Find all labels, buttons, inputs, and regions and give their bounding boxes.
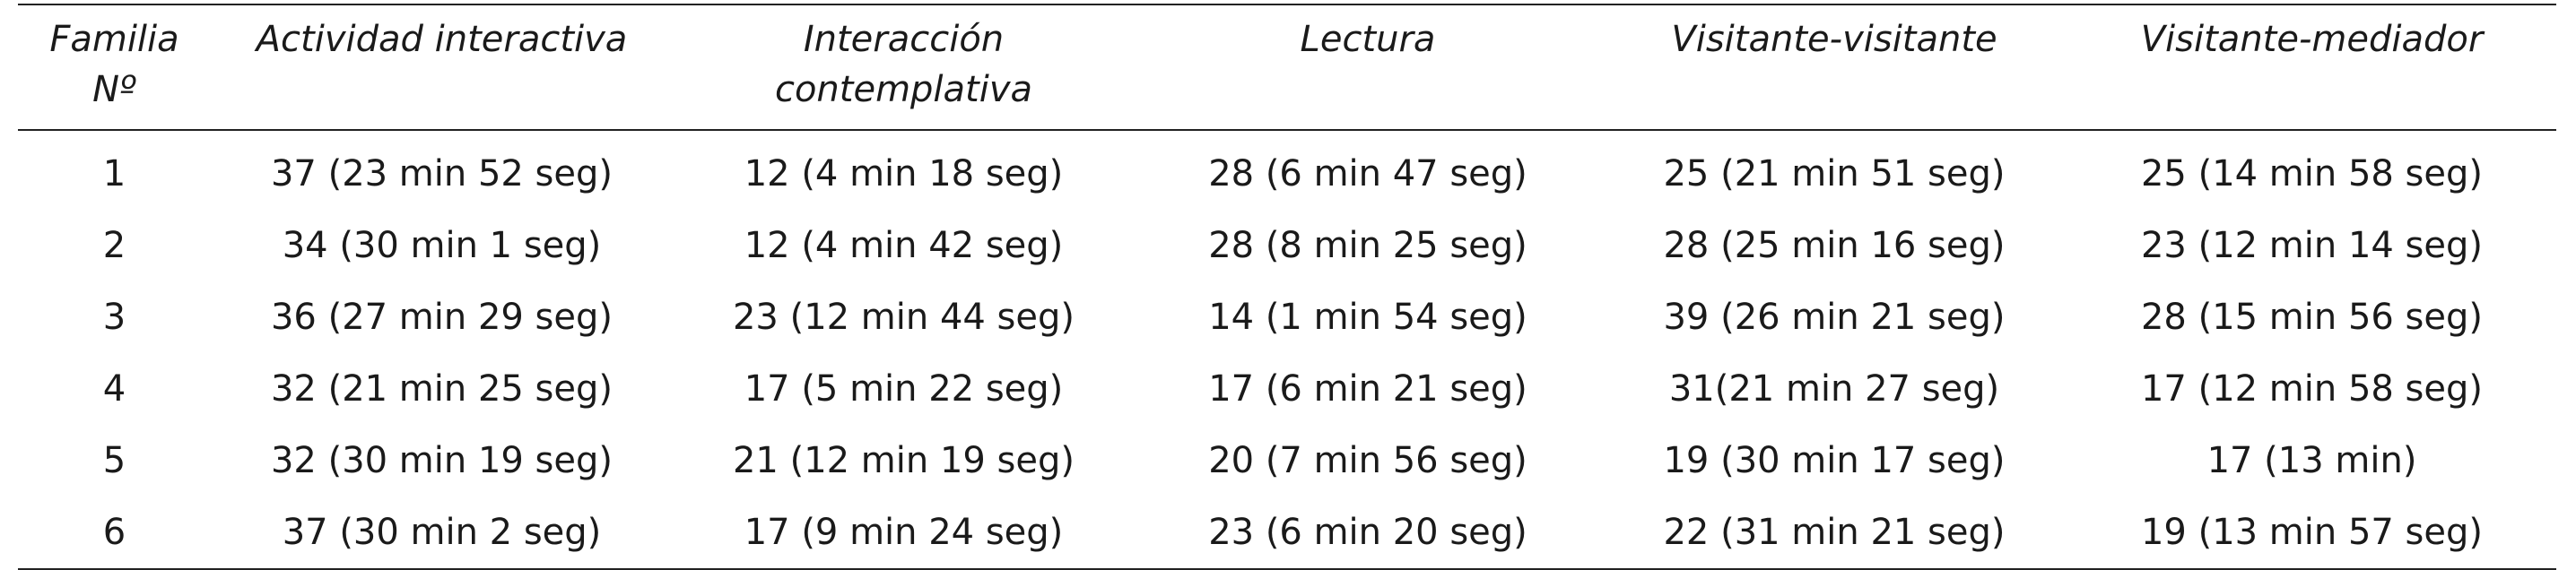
cell-lectura: 14 (1 min 54 seg): [1208, 297, 1527, 338]
header-lectura: Lectura: [1300, 19, 1436, 60]
header-interaccion-contemplativa: Interacción contemplativa: [774, 19, 1033, 110]
cell-familia: 4: [102, 368, 126, 410]
cell-visitante-visitante: 31(21 min 27 seg): [1668, 368, 2000, 410]
cell-lectura: 28 (6 min 47 seg): [1208, 153, 1527, 194]
cell-interaccion-contemplativa: 12 (4 min 42 seg): [744, 225, 1064, 266]
cell-actividad-interactiva: 37 (23 min 52 seg): [270, 153, 614, 194]
cell-interaccion-contemplativa: 17 (9 min 24 seg): [744, 512, 1064, 553]
cell-visitante-visitante: 28 (25 min 16 seg): [1663, 225, 2006, 266]
header-familia: Familia Nº: [49, 19, 179, 110]
header-visitante-mediador: Visitante-mediador: [2140, 19, 2484, 60]
cell-actividad-interactiva: 34 (30 min 1 seg): [282, 225, 602, 266]
cell-lectura: 23 (6 min 20 seg): [1208, 512, 1527, 553]
cell-actividad-interactiva: 32 (21 min 25 seg): [270, 368, 614, 410]
table-row: 6 37 (30 min 2 seg) 17 (9 min 24 seg) 23…: [18, 497, 2556, 569]
cell-visitante-mediador: 17 (12 min 58 seg): [2140, 368, 2484, 410]
cell-familia: 1: [102, 153, 126, 194]
cell-actividad-interactiva: 37 (30 min 2 seg): [282, 512, 602, 553]
cell-visitante-visitante: 39 (26 min 21 seg): [1663, 297, 2006, 338]
cell-interaccion-contemplativa: 12 (4 min 18 seg): [744, 153, 1064, 194]
cell-lectura: 20 (7 min 56 seg): [1208, 440, 1527, 481]
cell-lectura: 17 (6 min 21 seg): [1208, 368, 1527, 410]
cell-visitante-mediador: 25 (14 min 58 seg): [2140, 153, 2484, 194]
header-actividad-interactiva: Actividad interactiva: [256, 19, 628, 60]
cell-visitante-visitante: 19 (30 min 17 seg): [1663, 440, 2006, 481]
cell-actividad-interactiva: 36 (27 min 29 seg): [270, 297, 614, 338]
cell-visitante-mediador: 19 (13 min 57 seg): [2140, 512, 2484, 553]
header-visitante-visitante: Visitante-visitante: [1671, 19, 1997, 60]
cell-familia: 2: [102, 225, 126, 266]
cell-familia: 5: [102, 440, 126, 481]
header-row: Familia Nº Actividad interactiva Interac…: [18, 4, 2556, 130]
cell-visitante-mediador: 17 (13 min): [2206, 440, 2417, 481]
cell-lectura: 28 (8 min 25 seg): [1208, 225, 1527, 266]
cell-visitante-visitante: 25 (21 min 51 seg): [1663, 153, 2006, 194]
cell-visitante-visitante: 22 (31 min 21 seg): [1663, 512, 2006, 553]
family-interactions-table: Familia Nº Actividad interactiva Interac…: [18, 4, 2556, 570]
cell-interaccion-contemplativa: 21 (12 min 19 seg): [732, 440, 1075, 481]
cell-familia: 6: [102, 512, 126, 553]
cell-interaccion-contemplativa: 17 (5 min 22 seg): [744, 368, 1064, 410]
cell-actividad-interactiva: 32 (30 min 19 seg): [270, 440, 614, 481]
cell-visitante-mediador: 28 (15 min 56 seg): [2140, 297, 2484, 338]
table-header: Familia Nº Actividad interactiva Interac…: [18, 4, 2556, 130]
cell-familia: 3: [102, 297, 126, 338]
table-row: 2 34 (30 min 1 seg) 12 (4 min 42 seg) 28…: [18, 210, 2556, 281]
table-row: 5 32 (30 min 19 seg) 21 (12 min 19 seg) …: [18, 425, 2556, 497]
table-body: 1 37 (23 min 52 seg) 12 (4 min 18 seg) 2…: [18, 130, 2556, 569]
cell-interaccion-contemplativa: 23 (12 min 44 seg): [732, 297, 1075, 338]
table-row: 4 32 (21 min 25 seg) 17 (5 min 22 seg) 1…: [18, 353, 2556, 425]
cell-visitante-mediador: 23 (12 min 14 seg): [2140, 225, 2484, 266]
table-row: 1 37 (23 min 52 seg) 12 (4 min 18 seg) 2…: [18, 130, 2556, 210]
table-row: 3 36 (27 min 29 seg) 23 (12 min 44 seg) …: [18, 281, 2556, 353]
